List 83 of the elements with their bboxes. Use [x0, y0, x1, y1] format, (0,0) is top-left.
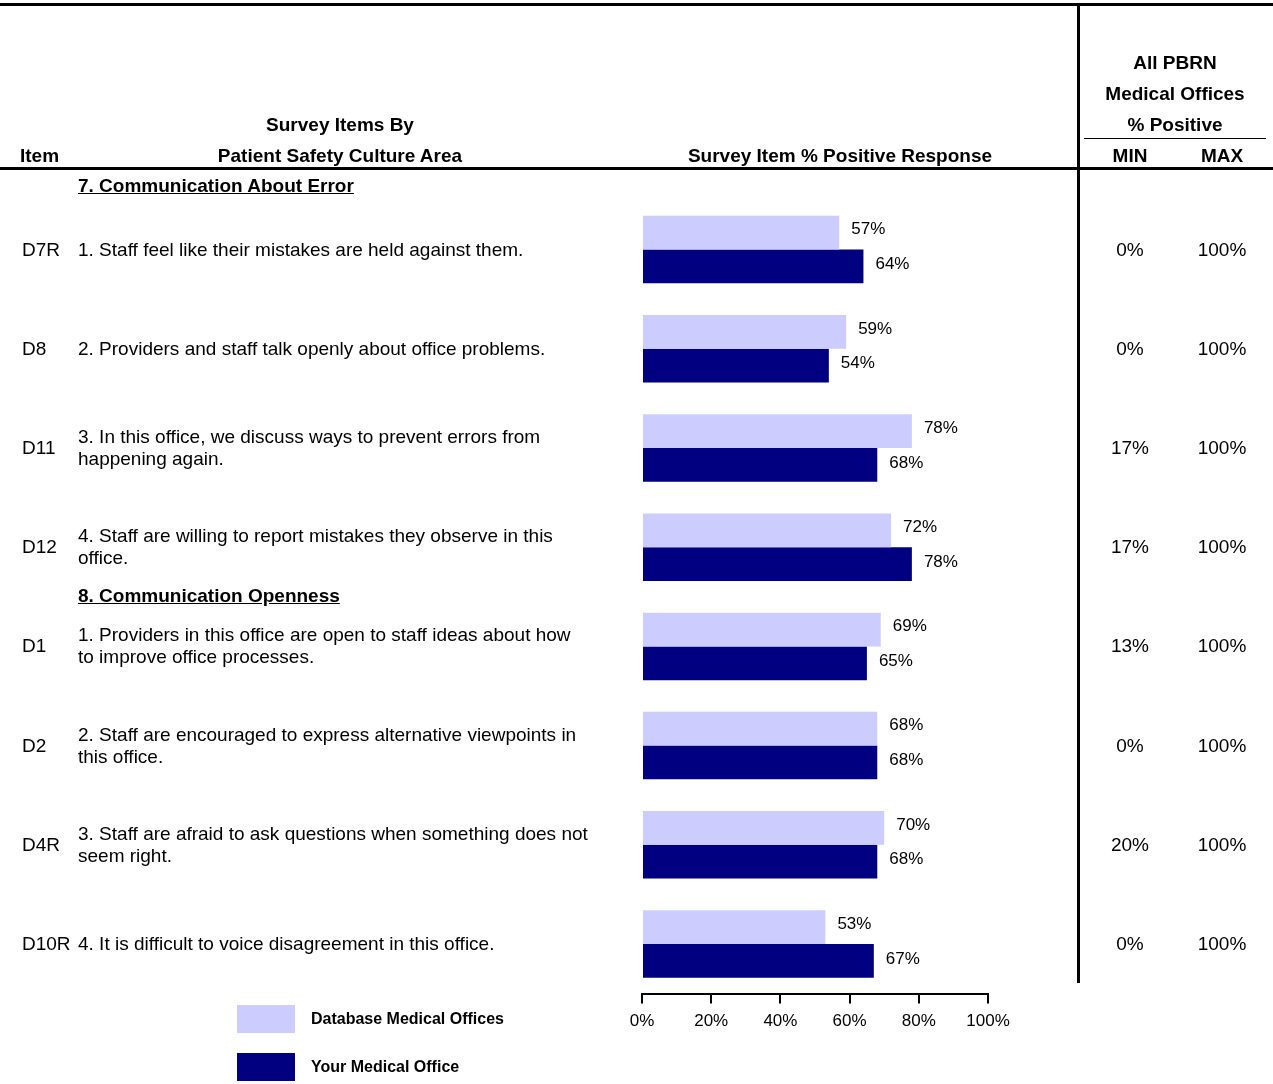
text: Survey Item % Positive Response	[687, 145, 993, 167]
text: 8. Communication Openness	[78, 584, 340, 607]
text: 100%	[1197, 536, 1247, 559]
x-tick-label: 80%	[901, 1011, 936, 1031]
text: % Positive	[1127, 114, 1223, 136]
data-label: 78%	[923, 417, 958, 437]
bar	[643, 910, 826, 944]
y-tick-label: 1. Staff feel like their mistakes are held against them.	[78, 238, 525, 261]
text: 13%	[1110, 635, 1150, 658]
legend-label: Your Medical Office	[311, 1058, 460, 1076]
data-label: 72%	[903, 517, 938, 537]
data-label: 65%	[878, 650, 913, 670]
x-tick-label: 20%	[694, 1011, 729, 1031]
data-label: 67%	[885, 948, 920, 968]
text: 100%	[1197, 635, 1247, 658]
data-label: 70%	[896, 814, 931, 834]
text: D8	[22, 337, 47, 360]
data-label: 68%	[889, 750, 924, 770]
y-tick-label: 2. Staff are encouraged to express alternative viewpoints in this office.	[78, 723, 578, 768]
bar	[643, 711, 878, 746]
text: 100%	[1197, 437, 1247, 459]
data-label: 54%	[840, 353, 875, 373]
y-tick-label: 3. In this office, we discuss ways to prevent errors from happening again.	[78, 426, 542, 470]
text: 17%	[1110, 437, 1150, 459]
text: 0%	[1116, 933, 1144, 955]
data-label: 69%	[892, 616, 927, 636]
bar	[643, 844, 878, 879]
bar	[643, 249, 864, 284]
data-label: 64%	[875, 254, 910, 274]
x-tick-label: 100%	[966, 1011, 1010, 1031]
y-tick-label: 1. Providers in this office are open to staff ideas about how to improve office processes.	[78, 624, 572, 669]
text: 0%	[1116, 238, 1144, 261]
bar	[643, 547, 912, 581]
y-tick-label: 4. Staff are willing to report mistakes they observe in this office.	[78, 525, 554, 570]
text: D11	[22, 437, 56, 459]
bar	[643, 414, 912, 448]
data-label: 53%	[837, 913, 872, 933]
bar	[643, 215, 840, 250]
data-label: 57%	[851, 219, 886, 239]
bar	[643, 348, 829, 383]
text: 100%	[1197, 933, 1247, 955]
text: 7. Communication About Error	[78, 175, 354, 198]
text: Medical Offices	[1105, 83, 1245, 105]
bar	[643, 315, 847, 349]
legend-label: Database Medical Offices	[311, 1010, 504, 1028]
y-tick-label: 3. Staff are afraid to ask questions when something does not seem right.	[78, 822, 588, 867]
x-tick-label: 60%	[832, 1011, 867, 1031]
bar	[643, 944, 874, 978]
bar	[643, 513, 892, 548]
text: D4R	[22, 833, 61, 856]
data-label: 78%	[923, 551, 958, 571]
bar	[643, 811, 885, 845]
bar	[643, 448, 878, 482]
text: Patient Safety Culture Area	[217, 145, 463, 167]
bar	[643, 646, 867, 681]
x-tick-label: 0%	[629, 1011, 655, 1031]
text: 100%	[1197, 833, 1247, 856]
data-label: 59%	[858, 318, 893, 338]
bar	[643, 745, 878, 780]
text: D10R	[22, 933, 71, 955]
text: D12	[22, 536, 57, 559]
data-label: 68%	[889, 452, 924, 472]
data-label: 68%	[889, 849, 924, 869]
text: MIN	[1112, 145, 1148, 167]
y-tick-label: 2. Providers and staff talk openly about office problems.	[78, 337, 547, 360]
text: 0%	[1116, 337, 1144, 360]
y-tick-label: 4. It is difficult to voice disagreement in this office.	[78, 933, 496, 955]
text: 0%	[1116, 734, 1144, 757]
text: D1	[22, 635, 47, 658]
text: 20%	[1110, 833, 1150, 856]
text: 17%	[1110, 536, 1150, 559]
text: 100%	[1197, 238, 1247, 261]
x-tick-label: 40%	[763, 1011, 798, 1031]
text: D7R	[22, 238, 61, 261]
text: D2	[22, 734, 47, 757]
text: 100%	[1197, 734, 1247, 757]
text: Survey Items By	[266, 114, 414, 136]
bar	[643, 612, 881, 647]
data-label: 68%	[889, 715, 924, 735]
text: 100%	[1197, 337, 1247, 360]
text: MAX	[1200, 145, 1244, 167]
text: Item	[20, 145, 60, 167]
text: All PBRN	[1133, 52, 1217, 74]
